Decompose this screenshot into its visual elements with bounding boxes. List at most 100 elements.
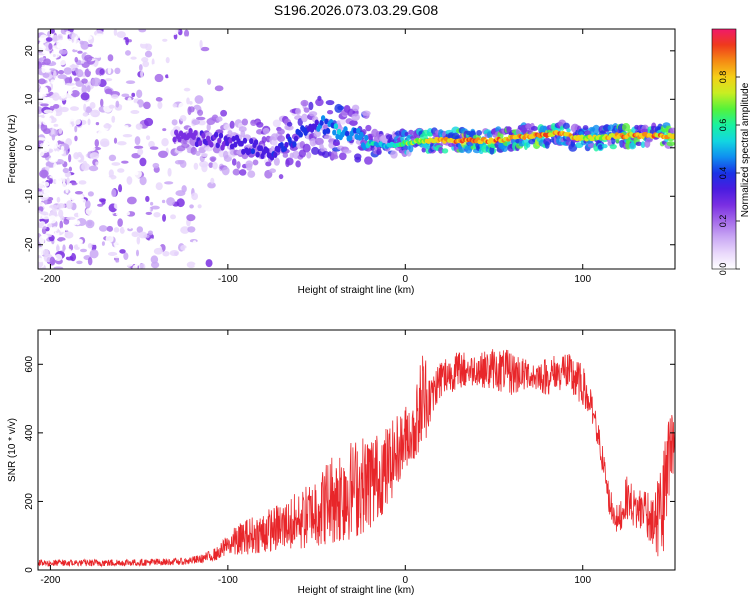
heatmap-halo-cell <box>269 168 277 174</box>
heatmap-halo-cell <box>302 143 311 153</box>
heatmap-noise-cell <box>189 101 193 105</box>
heatmap-noise-cell <box>107 66 112 75</box>
heatmap-noise-cell <box>206 78 212 85</box>
colorbar-label: Normalized spectral amplitude <box>740 82 750 217</box>
heatmap-noise-cell <box>89 196 97 202</box>
heatmap-noise-cell <box>51 34 59 43</box>
heatmap-noise-cell <box>169 250 180 257</box>
heatmap-halo-cell <box>221 166 230 176</box>
heatmap-halo-cell <box>179 160 187 168</box>
heatmap-noise-cell <box>95 122 100 126</box>
heatmap-noise-cell <box>61 182 67 191</box>
heatmap-halo-cell <box>315 98 324 107</box>
heatmap-noise-cell <box>186 261 196 268</box>
heatmap-noise-cell <box>50 209 58 217</box>
heatmap-noise-cell <box>60 106 69 113</box>
heatmap-halo-cell <box>621 123 631 132</box>
heatmap-noise-cell <box>104 88 113 94</box>
snr-x-ticks: -200 -100 0 100 <box>40 330 592 586</box>
heatmap-halo-cell <box>195 150 201 157</box>
heatmap-noise-cell <box>114 173 123 177</box>
heatmap-noise-cell <box>145 205 151 214</box>
heatmap-noise-cell <box>77 109 82 116</box>
heatmap-ridge-cell <box>333 123 339 130</box>
heatmap-noise-cell <box>143 117 154 127</box>
heatmap-noise-cell <box>198 120 206 126</box>
heatmap-noise-cell <box>38 106 43 115</box>
heatmap-noise-cell <box>134 261 139 268</box>
heatmap-noise-cell <box>174 39 180 49</box>
heatmap-ridge-cell <box>672 133 675 138</box>
heatmap-noise-cell <box>90 109 101 118</box>
heatmap-noise-cell <box>97 203 104 207</box>
heatmap-noise-cell <box>111 115 116 123</box>
heatmap-noise-cell <box>52 54 56 58</box>
heatmap-noise-cell <box>77 239 83 248</box>
heatmap-noise-cell <box>139 39 148 45</box>
snr-frame <box>37 329 676 571</box>
heatmap-noise-cell <box>56 165 63 171</box>
heatmap-noise-cell <box>210 177 215 184</box>
heatmap-noise-cell <box>39 169 49 179</box>
heatmap-noise-cell <box>57 59 67 66</box>
heatmap-noise-cell <box>74 135 78 142</box>
heatmap-noise-cell <box>145 211 153 215</box>
heatmap-noise-cell <box>95 161 99 166</box>
heatmap-noise-cell <box>56 244 60 253</box>
heatmap-noise-cell <box>215 70 224 79</box>
heatmap-halo-cell <box>238 126 247 133</box>
heatmap-noise-cell <box>89 176 95 181</box>
heatmap-halo-cell <box>525 141 531 148</box>
y-tick-label: 20 <box>24 45 35 57</box>
heatmap-ridge-cell <box>298 131 303 138</box>
heatmap-noise-cell <box>135 123 143 130</box>
heatmap-noise-cell <box>79 248 88 253</box>
heatmap-noise-cell <box>87 191 94 197</box>
heatmap-noise-cell <box>162 118 172 127</box>
heatmap-noise-cell <box>158 150 168 159</box>
heatmap-noise-cell <box>108 50 116 55</box>
heatmap-halo-cell <box>171 119 178 126</box>
heatmap-noise-cell <box>134 136 141 146</box>
heatmap-halo-cell <box>191 119 201 125</box>
heatmap-halo-cell <box>339 152 347 161</box>
heatmap-noise-cell <box>139 240 144 247</box>
heatmap-noise-cell <box>51 153 59 162</box>
heatmap-noise-cell <box>56 203 66 209</box>
heatmap-noise-cell <box>145 43 152 51</box>
heatmap-noise-cell <box>58 127 63 135</box>
heatmap-noise-cell <box>124 50 131 56</box>
y-tick-label: 600 <box>24 356 35 373</box>
heatmap-halo-cell <box>311 146 320 155</box>
heatmap-halo-cell <box>236 161 241 169</box>
heatmap-noise-cell <box>208 171 215 179</box>
heatmap-noise-cell <box>205 259 213 268</box>
heatmap-halo-cell <box>295 107 302 116</box>
heatmap-ridge-cell <box>332 129 337 136</box>
heatmap-noise-cell <box>66 177 70 185</box>
heatmap-noise-cell <box>208 60 215 64</box>
heatmap-halo-cell <box>506 126 512 131</box>
heatmap-ridge-cell <box>352 127 358 134</box>
heatmap-halo-cell <box>597 144 604 150</box>
heatmap-noise-cell <box>160 98 171 103</box>
heatmap-noise-cell <box>187 176 198 184</box>
heatmap-noise-cell <box>62 167 70 174</box>
heatmap-halo-cell <box>476 129 483 136</box>
heatmap-noise-cell <box>73 44 79 51</box>
heatmap-ridge-cell <box>258 145 264 152</box>
heatmap-noise-cell <box>158 190 169 196</box>
heatmap-noise-cell <box>136 236 141 245</box>
heatmap-noise-cell <box>145 173 153 177</box>
heatmap-halo-cell <box>575 142 584 149</box>
heatmap-noise-cell <box>66 216 76 220</box>
heatmap-noise-cell <box>49 175 60 179</box>
heatmap-noise-cell <box>149 146 159 150</box>
heatmap-halo-cell <box>601 143 608 149</box>
heatmap-noise-cell <box>58 134 69 142</box>
heatmap-noise-cell <box>191 192 199 201</box>
heatmap-noise-cell <box>95 262 103 269</box>
heatmap-noise-cell <box>131 231 139 238</box>
heatmap-noise-cell <box>82 265 87 269</box>
heatmap-noise-cell <box>41 66 47 74</box>
